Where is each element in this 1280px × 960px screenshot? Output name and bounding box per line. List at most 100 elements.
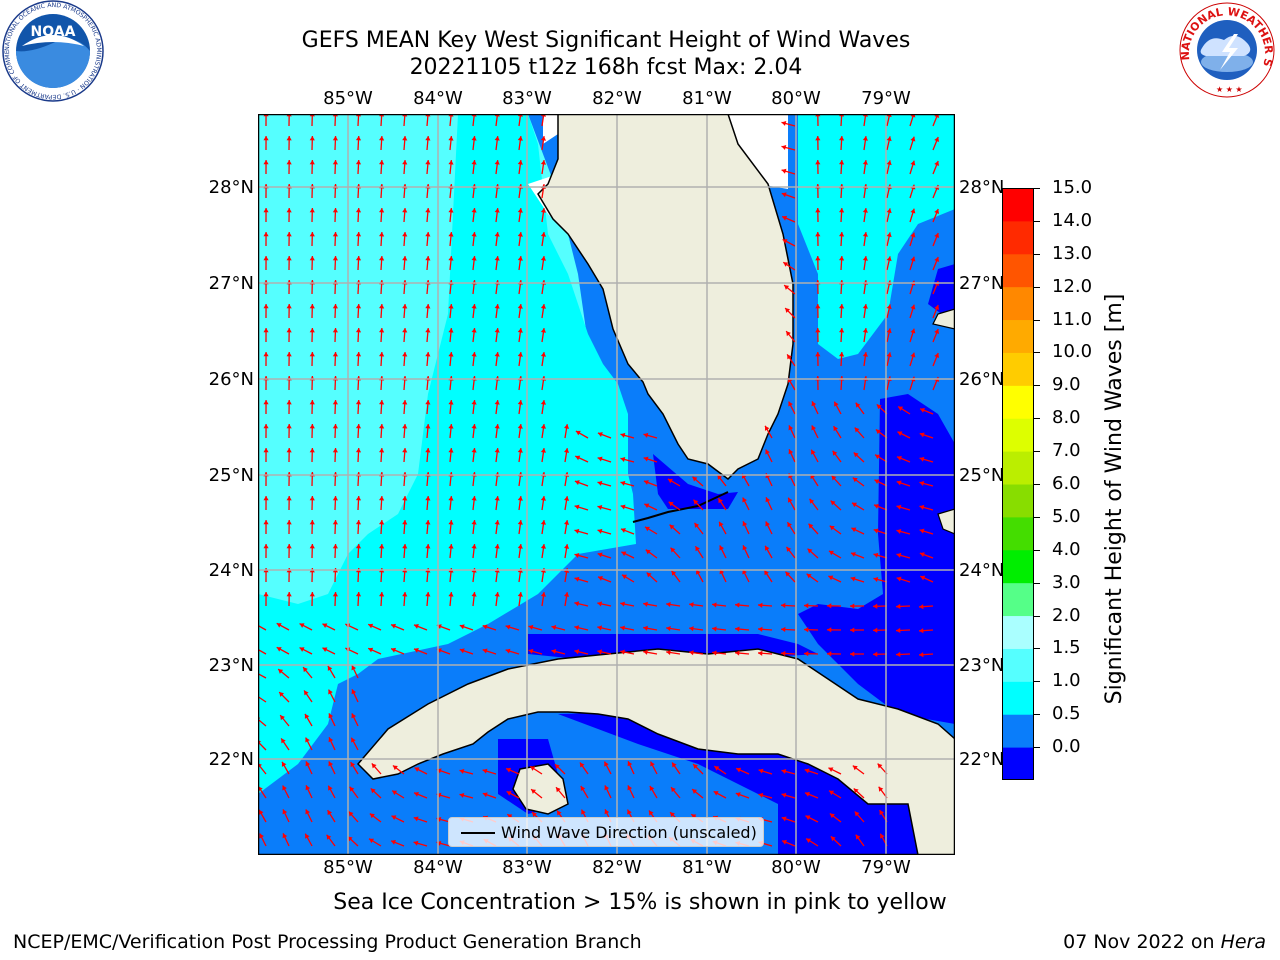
wave-arrow-head-218 bbox=[910, 352, 916, 358]
wave-arrow-head-270 bbox=[494, 424, 500, 429]
wave-arrow-head-590 bbox=[672, 762, 677, 768]
wave-arrow-head-602 bbox=[305, 785, 311, 791]
wave-arrow-head-393 bbox=[742, 521, 748, 527]
wave-arrow-head-276 bbox=[620, 432, 626, 438]
lon-tick-bot-2: 83°W bbox=[502, 857, 552, 878]
map-frame bbox=[257, 113, 956, 856]
wave-arrow-head-591 bbox=[693, 764, 698, 769]
wave-arrow-head-113 bbox=[782, 239, 788, 244]
wave-arrow-head-303 bbox=[643, 456, 649, 462]
wave-arrow-head-160 bbox=[263, 304, 269, 309]
colorbar-bin-2.0-3.0 bbox=[1002, 615, 1034, 649]
wave-arrow-head-394 bbox=[765, 521, 770, 527]
colorbar-tick-6: 9.0 bbox=[1052, 374, 1081, 396]
wave-arrow-head-311 bbox=[919, 456, 925, 462]
wave-arrow-head-275 bbox=[597, 432, 603, 437]
wave-arrow-head-414 bbox=[540, 544, 546, 549]
wave-arrow-head-277 bbox=[643, 432, 649, 438]
wave-arrow-head-592 bbox=[714, 766, 720, 771]
wave-arrow-head-271 bbox=[517, 424, 523, 429]
wave-arrow-head-499 bbox=[413, 624, 419, 629]
wave-arrow-head-28 bbox=[448, 136, 454, 141]
footer-branch: NCEP/EMC/Verification Post Processing Pr… bbox=[13, 931, 642, 953]
wave-arrow-head-104 bbox=[355, 232, 362, 237]
colorbar-tick-mark-11 bbox=[1034, 549, 1040, 551]
wave-arrow-head-287 bbox=[286, 448, 292, 453]
wave-arrow-head-533 bbox=[505, 648, 511, 654]
wave-arrow-head-507 bbox=[597, 625, 603, 631]
wave-arrow-head-626 bbox=[853, 788, 859, 794]
wave-arrow-head-27 bbox=[425, 136, 431, 141]
wave-arrow-head-482 bbox=[712, 602, 717, 608]
wave-arrow-head-85 bbox=[379, 208, 385, 213]
wave-arrow-head-98 bbox=[910, 208, 916, 214]
wave-arrow-head-215 bbox=[839, 352, 845, 357]
wave-arrow-head-162 bbox=[309, 304, 315, 309]
wave-arrow-head-501 bbox=[459, 624, 465, 630]
wave-arrow-head-431 bbox=[919, 552, 925, 558]
wave-field-0.0-0.5-bahamas bbox=[798, 394, 955, 724]
wave-arrow-head-50 bbox=[494, 160, 500, 165]
wave-arrow-head-338 bbox=[852, 477, 858, 483]
wave-arrow-head-296 bbox=[494, 448, 500, 453]
wave-arrow-head-43 bbox=[332, 160, 338, 165]
colorbar-tick-10: 5.0 bbox=[1052, 505, 1081, 527]
wave-arrow-head-120 bbox=[263, 256, 269, 261]
wave-arrow-head-87 bbox=[425, 208, 431, 213]
wave-arrow-head-513 bbox=[735, 626, 740, 632]
wave-arrow-head-217 bbox=[886, 352, 892, 358]
wave-arrow-head-551 bbox=[919, 652, 924, 658]
wave-arrow-head-280 bbox=[811, 425, 817, 431]
wave-arrow-head-535 bbox=[551, 649, 557, 655]
colorbar-bin-8.0-9.0 bbox=[1002, 418, 1034, 452]
wave-arrow-head-629 bbox=[282, 809, 288, 815]
colorbar-tick-mark-1 bbox=[1034, 220, 1040, 222]
wave-arrow-head-593 bbox=[736, 767, 742, 773]
colorbar-tick-mark-2 bbox=[1034, 253, 1040, 255]
wave-arrow-head-339 bbox=[874, 479, 880, 485]
wave-arrow-head-542 bbox=[712, 650, 717, 656]
wave-arrow-head-242 bbox=[309, 400, 315, 405]
wave-arrow-head-131 bbox=[517, 256, 523, 261]
wave-arrow-head-455 bbox=[785, 571, 791, 577]
wave-arrow-head-532 bbox=[482, 648, 488, 654]
wave-arrow-head-81 bbox=[286, 208, 292, 213]
wave-arrow-head-490 bbox=[896, 603, 901, 610]
wave-arrow-head-126 bbox=[402, 256, 408, 261]
wave-arrow-head-55 bbox=[839, 160, 845, 165]
wave-arrow-head-563 bbox=[280, 715, 285, 721]
wave-arrow-head-269 bbox=[471, 424, 477, 429]
lat-tick-right-2: 26°N bbox=[959, 369, 1005, 390]
wave-arrow-head-422 bbox=[719, 545, 724, 551]
wave-arrow-head-486 bbox=[804, 603, 809, 609]
wave-arrow-head-462 bbox=[263, 592, 269, 597]
wave-arrow-head-88 bbox=[448, 208, 454, 213]
wave-arrow-head-117 bbox=[886, 232, 892, 238]
wave-arrow-head-165 bbox=[379, 304, 385, 309]
wave-arrow-head-172 bbox=[540, 304, 546, 309]
wave-arrow-head-597 bbox=[828, 767, 834, 773]
wave-arrow-head-127 bbox=[425, 256, 431, 261]
wave-arrow-head-374 bbox=[309, 520, 315, 525]
wave-arrow-head-520 bbox=[896, 627, 901, 634]
wave-arrow-head-652 bbox=[805, 815, 811, 820]
wave-arrow-head-128 bbox=[448, 256, 454, 261]
lat-tick-left-0: 28°N bbox=[208, 177, 254, 198]
wave-arrow-head-588 bbox=[627, 761, 633, 767]
wave-arrow-head-450 bbox=[671, 570, 677, 576]
wave-arrow-head-181 bbox=[286, 328, 292, 333]
wave-arrow-head-346 bbox=[355, 496, 362, 501]
wave-arrow-head-179 bbox=[934, 305, 940, 310]
wave-arrow-head-476 bbox=[574, 601, 580, 607]
wave-arrow-head-129 bbox=[471, 256, 477, 261]
lat-tick-right-4: 24°N bbox=[959, 560, 1005, 581]
colorbar-tick-1: 14.0 bbox=[1052, 209, 1093, 231]
wave-arrow-head-301 bbox=[597, 456, 603, 462]
wave-arrow-head-594 bbox=[758, 768, 764, 774]
wave-arrow-head-540 bbox=[666, 649, 671, 656]
wave-arrow-head-20 bbox=[263, 136, 269, 141]
wave-arrow-head-24 bbox=[355, 136, 362, 141]
wave-arrow-head-474 bbox=[540, 592, 546, 597]
wave-arrow-head-171 bbox=[517, 304, 523, 309]
wave-arrow-head-614 bbox=[580, 785, 586, 791]
